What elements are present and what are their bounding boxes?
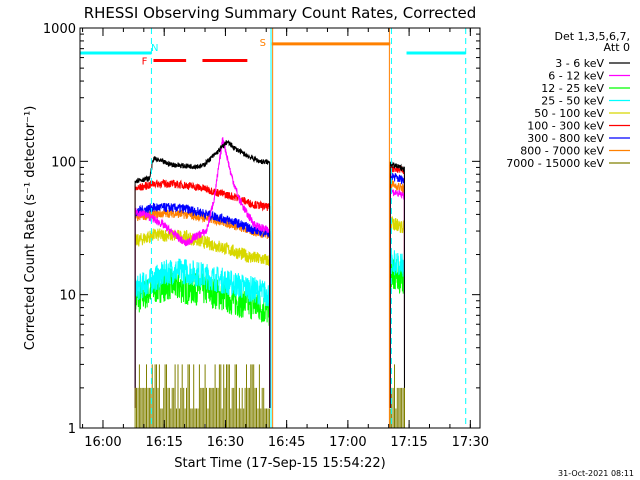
y-tick-label: 1000: [43, 22, 76, 37]
series-line-300to800keV-seg0: [134, 202, 271, 409]
flag-label-S: S: [260, 38, 266, 49]
legend-header-line-2: Att 0: [604, 41, 630, 54]
series-line-300to800keV-seg1: [389, 172, 405, 409]
legend-label: 7000 - 15000 keV: [506, 157, 604, 170]
series-7000to15000keV-seg0: [134, 364, 270, 428]
timestamp: 31-Oct-2021 08:11: [558, 469, 634, 478]
series-line-6to12keV-seg0: [134, 137, 271, 409]
x-tick-label: 16:45: [268, 435, 305, 450]
y-ticks: 1 10 100 1000: [43, 22, 480, 437]
x-tick-label: 17:00: [329, 435, 366, 450]
series-line-50to100keV-seg0: [134, 228, 271, 409]
series-line-3to6keV-seg1: [389, 161, 405, 409]
series-7000to15000keV-seg1: [389, 364, 405, 428]
series-line-3to6keV-seg0: [134, 139, 271, 409]
y-axis-label: Corrected Count Rate (s⁻¹ detector⁻¹): [23, 106, 38, 351]
x-tick-label: 17:15: [390, 435, 427, 450]
legend-label: 6 - 12 keV: [548, 70, 604, 83]
x-ticks: 16:00 16:15 16:30 16:45 17:00 17:15 17:30: [82, 28, 489, 450]
y-tick-label: 1: [68, 422, 76, 437]
series-line-100to300keV-seg1: [389, 165, 405, 409]
y-tick-label: 100: [51, 155, 76, 170]
x-tick-label: 17:30: [452, 435, 489, 450]
legend-label: 100 - 300 keV: [527, 120, 604, 133]
series-line-25to50keV-seg0: [134, 258, 271, 409]
series-line-800to7000keV-seg1: [389, 180, 405, 409]
plot-frame: [79, 27, 481, 429]
chart-title: RHESSI Observing Summary Count Rates, Co…: [84, 4, 477, 22]
flag-label-F: F: [142, 57, 148, 68]
legend-label: 300 - 800 keV: [527, 132, 604, 145]
legend-label: 25 - 50 keV: [541, 95, 604, 108]
series-curves: [134, 137, 405, 428]
x-tick-label: 16:00: [84, 435, 121, 450]
series-line-12to25keV-seg1: [389, 258, 405, 409]
series-line-25to50keV-seg1: [389, 248, 405, 409]
x-tick-label: 16:30: [207, 435, 244, 450]
flag-label-N: N: [151, 43, 158, 54]
legend-label: 3 - 6 keV: [555, 57, 604, 70]
series-line-100to300keV-seg0: [134, 179, 271, 409]
legend-label: 800 - 7000 keV: [520, 145, 604, 158]
legend-header-line-1: Det 1,3,5,6,7,: [554, 30, 630, 43]
legend-label: 50 - 100 keV: [534, 107, 604, 120]
x-tick-label: 16:15: [145, 435, 182, 450]
legend-label: 12 - 25 keV: [541, 82, 604, 95]
series-line-50to100keV-seg1: [389, 215, 405, 409]
plot-area: NF S: [80, 28, 467, 428]
y-tick-label: 10: [59, 289, 76, 304]
x-axis-label: Start Time (17-Sep-15 15:54:22): [174, 456, 385, 471]
series-line-6to12keV-seg1: [389, 188, 405, 409]
